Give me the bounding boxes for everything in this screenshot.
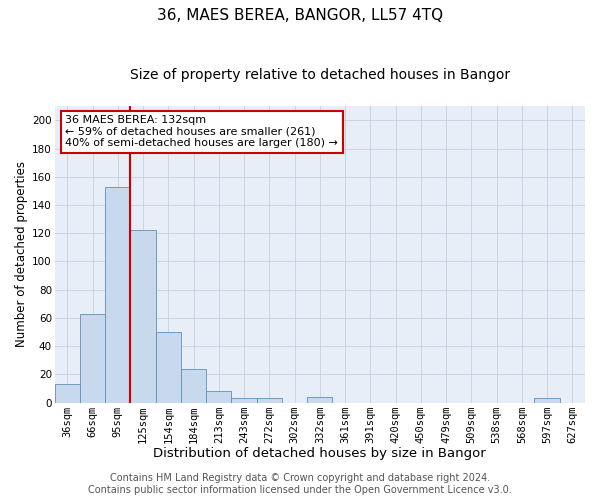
Bar bbox=[307, 397, 332, 402]
Bar bbox=[130, 230, 156, 402]
X-axis label: Distribution of detached houses by size in Bangor: Distribution of detached houses by size … bbox=[154, 447, 486, 460]
Text: 36 MAES BEREA: 132sqm
← 59% of detached houses are smaller (261)
40% of semi-det: 36 MAES BEREA: 132sqm ← 59% of detached … bbox=[65, 115, 338, 148]
Text: Contains HM Land Registry data © Crown copyright and database right 2024.
Contai: Contains HM Land Registry data © Crown c… bbox=[88, 474, 512, 495]
Bar bbox=[80, 314, 105, 402]
Bar bbox=[156, 332, 181, 402]
Y-axis label: Number of detached properties: Number of detached properties bbox=[15, 162, 28, 348]
Bar bbox=[105, 186, 130, 402]
Bar bbox=[206, 392, 232, 402]
Bar bbox=[181, 368, 206, 402]
Bar bbox=[55, 384, 80, 402]
Bar bbox=[257, 398, 282, 402]
Bar bbox=[232, 398, 257, 402]
Text: 36, MAES BEREA, BANGOR, LL57 4TQ: 36, MAES BEREA, BANGOR, LL57 4TQ bbox=[157, 8, 443, 22]
Title: Size of property relative to detached houses in Bangor: Size of property relative to detached ho… bbox=[130, 68, 510, 82]
Bar bbox=[535, 398, 560, 402]
